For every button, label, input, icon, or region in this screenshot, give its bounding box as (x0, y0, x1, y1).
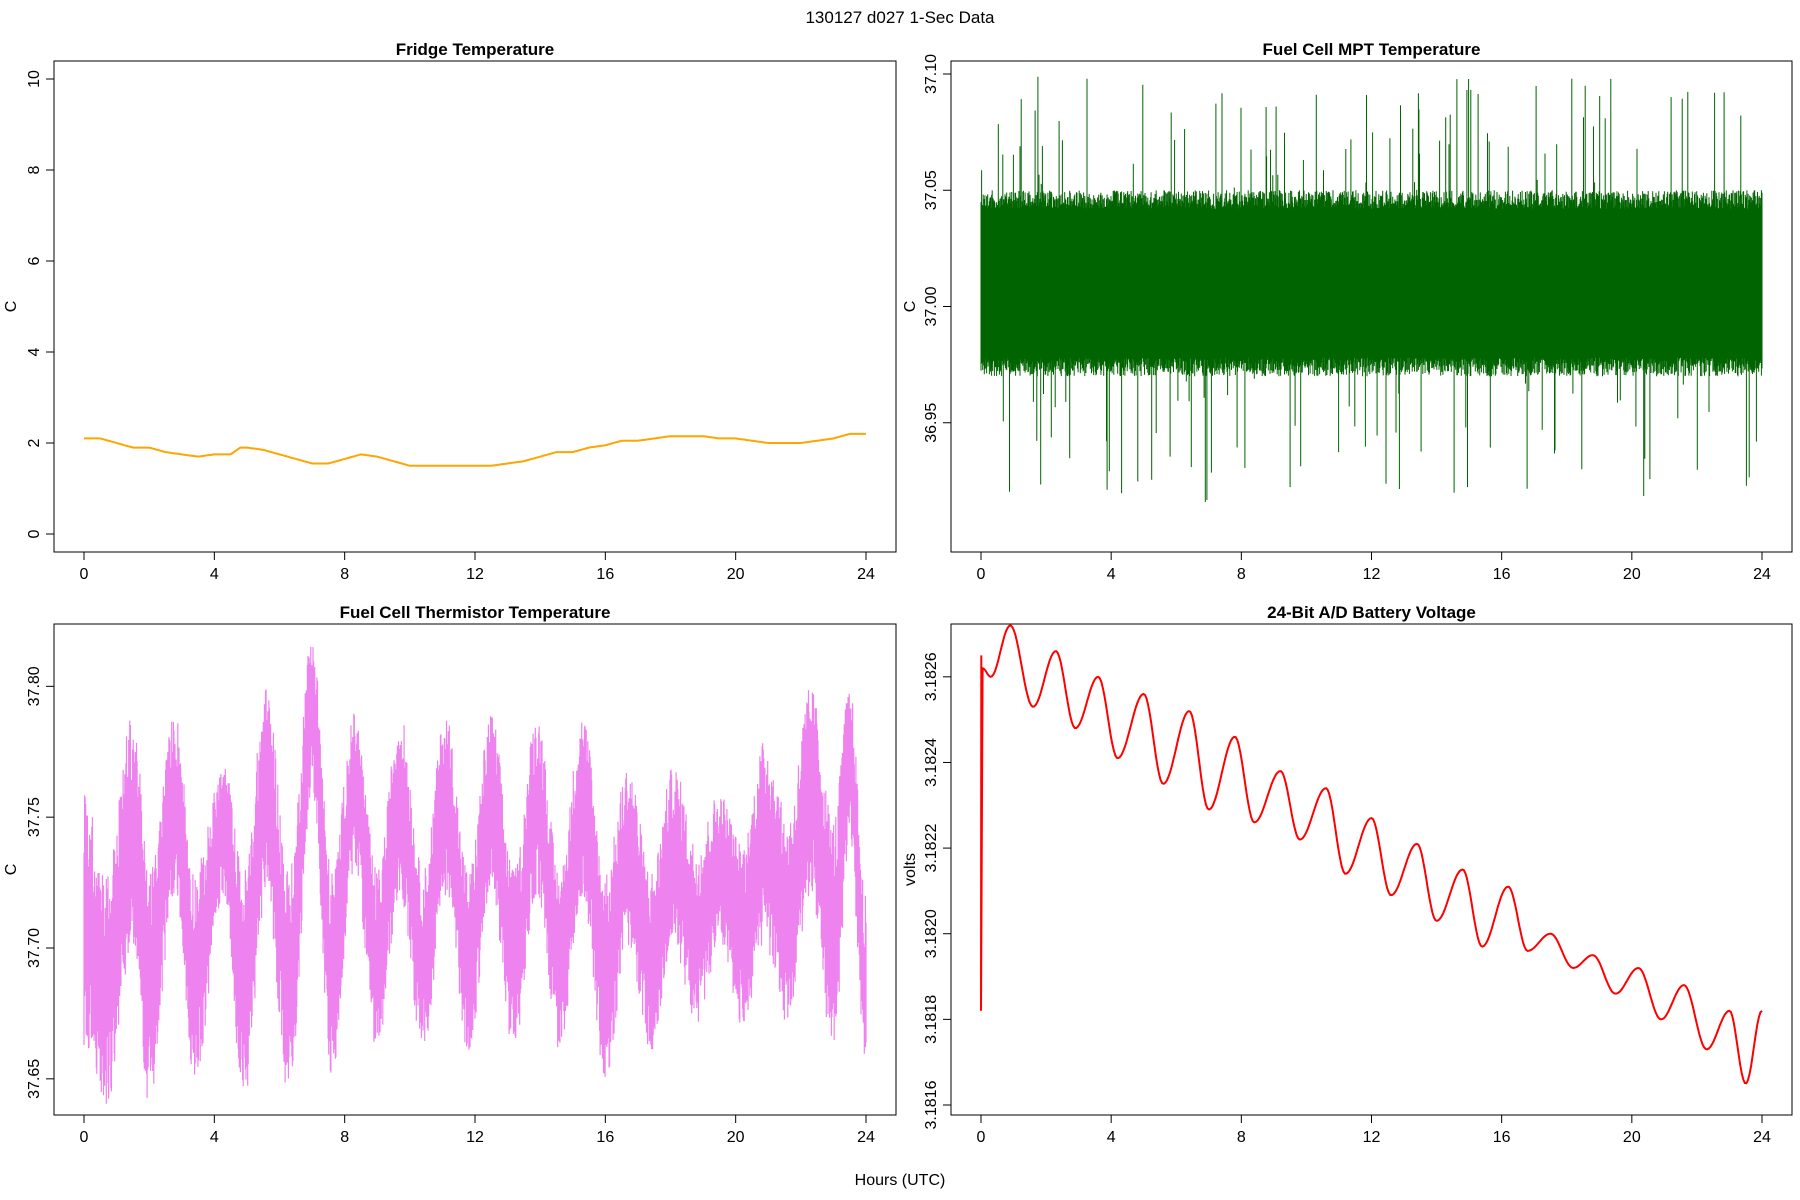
x-tick-label: 8 (1237, 566, 1246, 583)
y-tick-label: 3.1818 (923, 995, 940, 1044)
y-tick-label: 3.1820 (923, 909, 940, 958)
x-tick-label: 12 (466, 1129, 484, 1146)
y-tick-label: 36.95 (923, 403, 940, 443)
y-tick-label: 37.65 (26, 1059, 43, 1099)
series-core (981, 213, 1762, 342)
chart-title: Fuel Cell MPT Temperature (1263, 40, 1481, 59)
x-tick-label: 8 (1237, 1129, 1246, 1146)
x-tick-label: 24 (1753, 1129, 1771, 1146)
x-tick-label: 20 (1623, 1129, 1641, 1146)
plot-frame (950, 623, 1793, 1116)
y-tick-label: 37.10 (923, 54, 940, 94)
plot-frame (53, 60, 897, 553)
x-tick-label: 0 (977, 1129, 986, 1146)
y-tick-label: 4 (26, 347, 43, 356)
x-tick-label: 4 (1107, 1129, 1116, 1146)
y-tick-label: 37.00 (923, 286, 940, 326)
y-axis-label: volts (902, 853, 919, 886)
x-tick-label: 4 (1107, 566, 1116, 583)
y-tick-label: 0 (26, 529, 43, 538)
x-tick-label: 4 (210, 566, 219, 583)
x-axis-label: Hours (UTC) (855, 1172, 946, 1189)
chart-title: 24-Bit A/D Battery Voltage (1267, 603, 1476, 622)
x-tick-label: 16 (1493, 566, 1511, 583)
y-tick-label: 37.80 (26, 666, 43, 706)
y-tick-label: 37.75 (26, 797, 43, 837)
x-tick-label: 16 (596, 1129, 614, 1146)
x-tick-label: 8 (340, 1129, 349, 1146)
x-tick-label: 0 (80, 1129, 89, 1146)
series-line (84, 432, 866, 467)
y-tick-label: 2 (26, 438, 43, 447)
x-tick-label: 24 (1753, 566, 1771, 583)
chart-panel-4: 24-Bit A/D Battery Voltage volts 0 4 8 12 16 20… (902, 603, 1793, 1146)
y-tick-label: 10 (26, 70, 43, 88)
y-tick-label: 3.1816 (923, 1080, 940, 1129)
x-tick-label: 0 (977, 566, 986, 583)
x-tick-label: 20 (727, 1129, 745, 1146)
y-axis-label: C (902, 301, 919, 313)
y-axis-label: C (3, 864, 20, 876)
x-tick-label: 20 (727, 566, 745, 583)
x-tick-label: 0 (80, 566, 89, 583)
y-tick-label: 3.1826 (923, 652, 940, 701)
x-tick-label: 12 (1363, 1129, 1381, 1146)
x-tick-label: 12 (1363, 566, 1381, 583)
x-tick-label: 24 (857, 1129, 875, 1146)
y-tick-label: 37.70 (26, 928, 43, 968)
x-tick-label: 12 (466, 566, 484, 583)
y-tick-label: 3.1824 (923, 738, 940, 787)
x-tick-label: 4 (210, 1129, 219, 1146)
y-tick-label: 6 (26, 256, 43, 265)
chart-panel-2: Fuel Cell MPT Temperature C 0 4 8 12 16 20 24 36.… (902, 40, 1793, 583)
series-envelope (83, 646, 867, 1104)
chart-title: Fridge Temperature (396, 40, 554, 59)
chart-panel-3: Fuel Cell Thermistor Temperature C 0 4 8 12 16… (3, 603, 897, 1146)
x-tick-label: 24 (857, 566, 875, 583)
y-tick-label: 37.05 (923, 170, 940, 210)
series-line (980, 624, 1763, 1085)
x-tick-label: 8 (340, 566, 349, 583)
x-tick-label: 20 (1623, 566, 1641, 583)
chart-title: Fuel Cell Thermistor Temperature (340, 603, 611, 622)
y-tick-label: 8 (26, 165, 43, 174)
x-tick-label: 16 (596, 566, 614, 583)
y-axis-label: C (3, 301, 20, 313)
suptitle: 130127 d027 1-Sec Data (805, 8, 995, 27)
y-tick-label: 3.1822 (923, 824, 940, 873)
x-tick-label: 16 (1493, 1129, 1511, 1146)
